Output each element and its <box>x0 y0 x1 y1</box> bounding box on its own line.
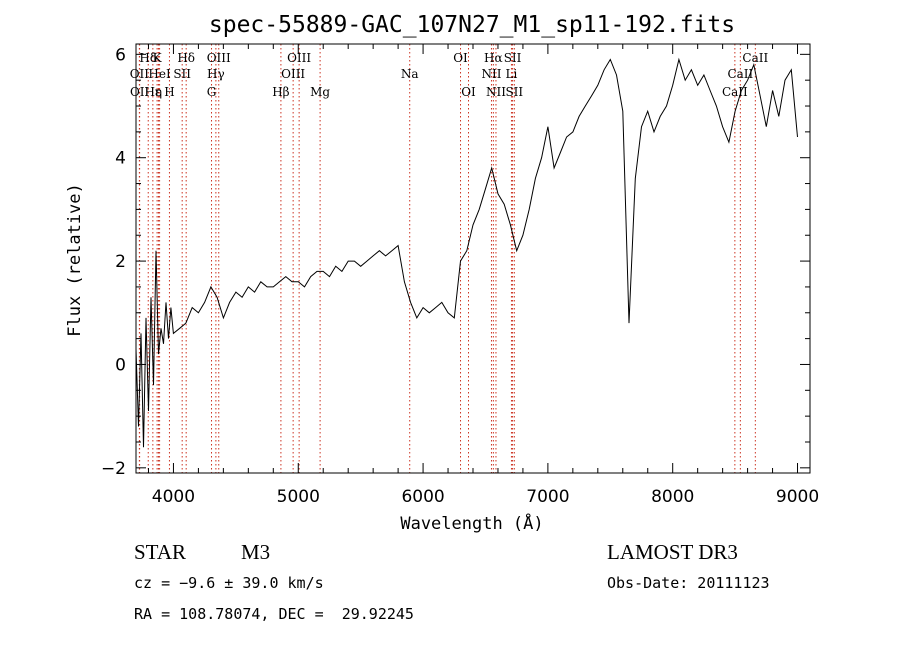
spectral-line-markers <box>138 44 756 473</box>
line-label-26: CaII <box>742 51 768 65</box>
object-subclass: M3 <box>241 540 271 564</box>
x-tick-label-8000: 8000 <box>651 487 694 507</box>
line-label-11: Hγ <box>207 67 225 81</box>
y-tick-label-6: 6 <box>115 45 126 65</box>
x-tick-label-4000: 4000 <box>152 487 195 507</box>
line-label-21: SII <box>504 51 522 65</box>
line-label-14: OIII <box>281 67 305 81</box>
chart-title: spec-55889-GAC_107N27_M1_sp11-192.fits <box>209 12 735 38</box>
x-tick-label-9000: 9000 <box>776 487 819 507</box>
line-label-23: Li <box>506 67 518 81</box>
line-label-17: Na <box>401 67 419 81</box>
x-tick-label-6000: 6000 <box>401 487 444 507</box>
y-tick-label-2: 2 <box>115 252 126 272</box>
line-label-24: NII <box>486 85 506 99</box>
object-class: STAR <box>134 540 186 564</box>
line-label-19: OI <box>461 85 476 99</box>
survey-name: LAMOST DR3 <box>607 540 738 564</box>
line-label-2: OII <box>130 85 150 99</box>
coordinates: RA = 108.78074, DEC = 29.92245 <box>134 605 414 623</box>
line-label-12: G <box>207 85 217 99</box>
x-tick-label-7000: 7000 <box>526 487 569 507</box>
line-label-5: Hε <box>145 85 162 99</box>
x-axis: 4000 5000 6000 7000 8000 9000 <box>147 44 819 507</box>
line-label-6: η <box>155 85 162 99</box>
line-label-28: CaII <box>722 85 748 99</box>
y-tick-label-4: 4 <box>115 149 126 169</box>
observation-date: Obs-Date: 20111123 <box>607 574 770 592</box>
y-axis: −2 0 2 4 6 <box>101 45 810 479</box>
x-tick-label-5000: 5000 <box>277 487 320 507</box>
line-label-13: OIII <box>287 51 311 65</box>
line-label-4: HeI <box>148 67 171 81</box>
redshift-velocity: cz = −9.6 ± 39.0 km/s <box>134 574 324 592</box>
line-label-8: Hδ <box>177 51 195 65</box>
line-label-7: H <box>164 85 174 99</box>
line-label-25: SII <box>505 85 523 99</box>
spectrum-line <box>135 57 798 448</box>
line-label-20: Hα <box>484 51 503 65</box>
line-label-22: NII <box>481 67 501 81</box>
line-label-10: OIII <box>207 51 231 65</box>
line-label-9: SII <box>173 67 191 81</box>
line-label-16: Mg <box>310 85 330 99</box>
x-axis-label: Wavelength (Å) <box>400 512 543 534</box>
line-label-18: OI <box>453 51 468 65</box>
line-label-15: Hβ <box>272 85 289 99</box>
plot-frame <box>135 43 811 474</box>
y-axis-label: Flux (relative) <box>65 183 85 337</box>
line-label-27: CaII <box>727 67 753 81</box>
y-tick-label--2: −2 <box>101 459 126 479</box>
line-label-3: K <box>153 51 163 65</box>
line-label-1: OII <box>130 67 150 81</box>
y-tick-label-0: 0 <box>115 355 126 375</box>
